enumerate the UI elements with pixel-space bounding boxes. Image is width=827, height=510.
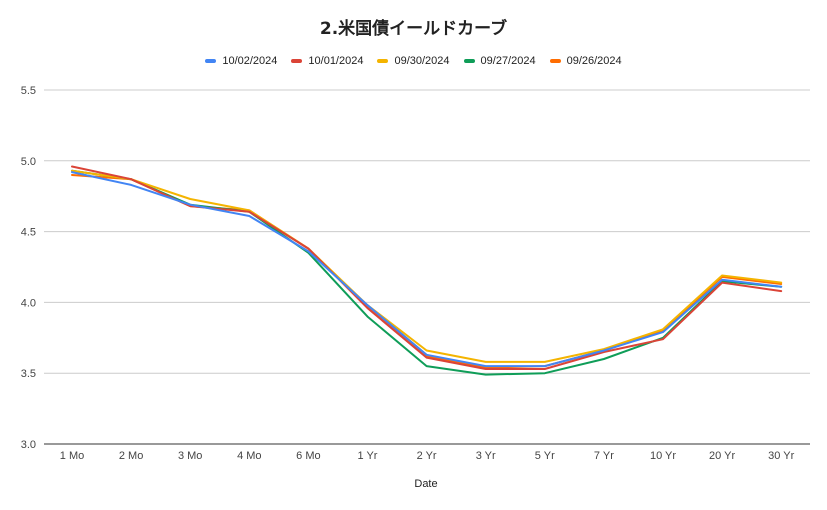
series-line xyxy=(71,165,783,370)
series-line xyxy=(71,169,783,363)
x-tick-label: 10 Yr xyxy=(650,450,676,462)
x-axis-label: Date xyxy=(414,478,437,490)
series-line xyxy=(71,174,783,369)
legend-swatch xyxy=(377,59,389,63)
legend-label: 10/02/2024 xyxy=(222,55,278,67)
legend-swatch xyxy=(549,59,561,63)
y-tick-label: 4.0 xyxy=(21,297,36,309)
y-tick-label: 3.0 xyxy=(21,439,36,451)
x-tick-label: 6 Mo xyxy=(296,450,320,462)
y-tick-label: 5.5 xyxy=(21,85,36,97)
y-tick-label: 4.5 xyxy=(21,227,36,239)
x-tick-label: 30 Yr xyxy=(768,450,794,462)
legend-item: 09/27/2024 xyxy=(463,55,536,67)
legend-label: 09/27/2024 xyxy=(480,55,536,67)
legend-item: 09/26/2024 xyxy=(549,55,622,67)
legend-label: 10/01/2024 xyxy=(308,55,364,67)
legend: 10/02/2024 10/01/2024 09/30/2024 09/27/2024… xyxy=(0,55,827,67)
x-tick-label: 7 Yr xyxy=(594,450,614,462)
x-tick-label: 4 Mo xyxy=(237,450,261,462)
legend-swatch xyxy=(463,59,475,63)
x-tick-label: 3 Mo xyxy=(178,450,202,462)
x-tick-label: 1 Mo xyxy=(60,450,84,462)
legend-item: 09/30/2024 xyxy=(377,55,450,67)
chart-title: 2.米国債イールドカーブ xyxy=(319,19,508,39)
x-tick-label: 5 Yr xyxy=(535,450,555,462)
legend-label: 09/26/2024 xyxy=(566,55,622,67)
legend-swatch xyxy=(291,59,303,63)
legend-label: 09/30/2024 xyxy=(394,55,450,67)
legend-item: 10/01/2024 xyxy=(291,55,363,67)
y-tick-label: 3.5 xyxy=(21,368,36,380)
x-tick-label: 2 Yr xyxy=(417,450,437,462)
x-tick-label: 1 Yr xyxy=(358,450,378,462)
x-tick-label: 20 Yr xyxy=(709,450,735,462)
series-line xyxy=(71,171,783,368)
legend-item: 10/02/2024 xyxy=(205,55,277,67)
legend-swatch xyxy=(205,59,217,63)
x-tick-label: 2 Mo xyxy=(119,450,143,462)
x-tick-label: 3 Yr xyxy=(476,450,496,462)
y-tick-label: 5.0 xyxy=(21,156,36,168)
